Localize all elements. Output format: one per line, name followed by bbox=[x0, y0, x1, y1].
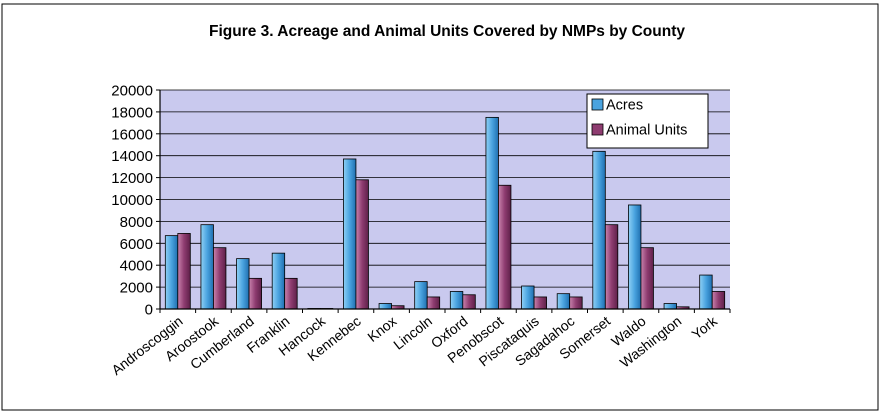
legend-box bbox=[586, 93, 709, 149]
bar-animal-units bbox=[711, 291, 726, 310]
y-tick-label: 4000 bbox=[120, 258, 153, 275]
bar-acres bbox=[485, 116, 499, 310]
y-axis-ticks: 2000018000160001400012000100008000600040… bbox=[111, 83, 160, 319]
bar-acres bbox=[556, 293, 571, 310]
y-tick-label: 20000 bbox=[111, 83, 153, 100]
bar-animal-units bbox=[498, 184, 512, 310]
chart-title: Figure 3. Acreage and Animal Units Cover… bbox=[209, 23, 685, 40]
bar-animal-units bbox=[213, 247, 227, 310]
bar-acres bbox=[200, 224, 214, 310]
bar-animal-units bbox=[533, 296, 547, 310]
bar-animal-units bbox=[355, 179, 369, 310]
legend-swatch bbox=[591, 98, 604, 111]
legend-label: Acres bbox=[606, 98, 643, 114]
bar-acres bbox=[414, 281, 428, 310]
y-tick-label: 16000 bbox=[111, 126, 153, 143]
legend-label: Animal Units bbox=[606, 123, 687, 139]
bar-animal-units bbox=[569, 296, 583, 310]
bar-acres bbox=[236, 258, 250, 310]
bar-acres bbox=[699, 274, 713, 310]
bar-animal-units bbox=[640, 247, 654, 310]
y-tick-label: 2000 bbox=[120, 280, 153, 297]
bar-acres bbox=[449, 291, 464, 310]
y-tick-label: 8000 bbox=[120, 214, 153, 231]
y-tick-label: 18000 bbox=[111, 104, 153, 121]
bar-animal-units bbox=[462, 294, 476, 310]
bar-animal-units bbox=[426, 296, 441, 310]
bar-acres bbox=[343, 158, 357, 310]
bar-acres bbox=[628, 204, 642, 310]
bar-acres bbox=[378, 303, 392, 310]
bar-animal-units bbox=[248, 277, 262, 310]
y-tick-label: 6000 bbox=[120, 236, 153, 253]
bar-animal-units bbox=[604, 224, 619, 310]
y-tick-label: 0 bbox=[145, 302, 153, 319]
bar-acres bbox=[164, 235, 179, 310]
y-tick-label: 10000 bbox=[111, 192, 153, 209]
bar-animal-units bbox=[177, 233, 191, 310]
y-tick-label: 12000 bbox=[111, 170, 153, 187]
bar-acres bbox=[592, 150, 606, 310]
bar-animal-units bbox=[284, 277, 298, 310]
bar-acres bbox=[663, 303, 677, 310]
bar-acres bbox=[271, 252, 286, 310]
legend-swatch bbox=[591, 123, 604, 136]
legend: Acres Animal Units bbox=[586, 93, 709, 149]
bars bbox=[164, 116, 726, 310]
bar-acres bbox=[521, 285, 535, 310]
y-tick-label: 14000 bbox=[111, 148, 153, 165]
